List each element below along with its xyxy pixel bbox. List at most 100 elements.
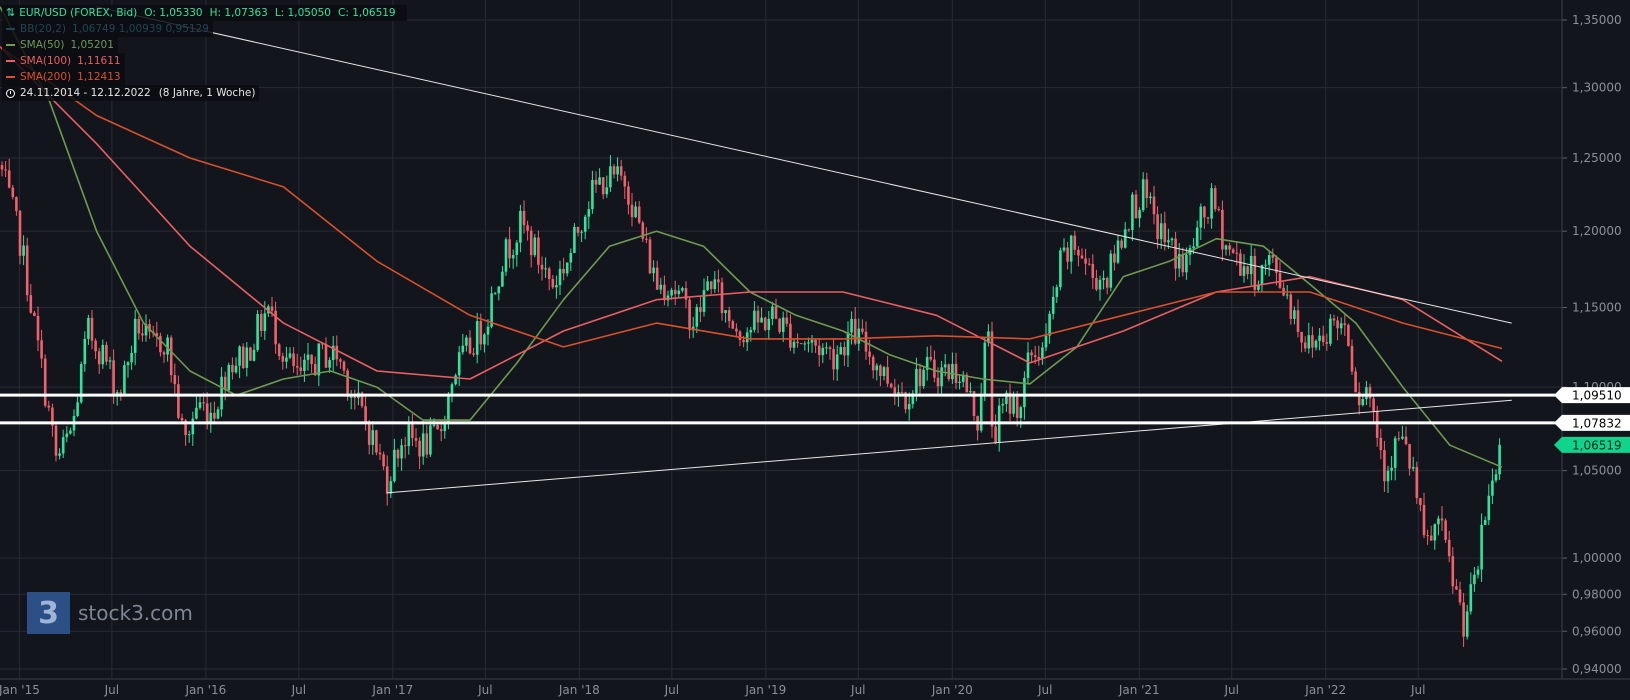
candle-body xyxy=(1426,535,1429,537)
candle-body xyxy=(943,364,947,368)
candle-body xyxy=(299,367,303,371)
candle-body xyxy=(1055,287,1059,297)
candle-body xyxy=(169,337,173,376)
candle-body xyxy=(1354,371,1357,393)
candle-body xyxy=(1271,255,1275,258)
candle-body xyxy=(659,284,663,290)
candle-body xyxy=(547,268,551,279)
candle-body xyxy=(342,361,346,371)
candle-body xyxy=(11,187,15,198)
candle-body xyxy=(238,346,241,366)
x-tick-label: Jan '16 xyxy=(184,683,226,697)
legend-sma200[interactable]: SMA(200) 1,12413 xyxy=(2,69,125,85)
candle-body xyxy=(1469,584,1473,612)
candle-body xyxy=(504,239,508,272)
candle-body xyxy=(335,345,339,360)
candle-body xyxy=(1069,235,1073,262)
candle-body xyxy=(40,340,43,359)
sma50-value: 1,05201 xyxy=(70,39,114,51)
candle-body xyxy=(1041,347,1044,360)
candle-body xyxy=(432,424,436,426)
candle-body xyxy=(1289,294,1293,319)
candle-body xyxy=(184,420,187,436)
candle-body xyxy=(1462,602,1465,637)
candle-body xyxy=(724,310,727,314)
candle-body xyxy=(1152,196,1156,215)
candle-body xyxy=(1498,444,1501,475)
candle-body xyxy=(907,404,911,410)
candle-body xyxy=(1231,249,1235,253)
candle-body xyxy=(1393,438,1397,468)
candle-body xyxy=(713,279,717,289)
candle-body xyxy=(195,407,198,419)
candle-body xyxy=(972,391,976,417)
x-tick-label: Jan '17 xyxy=(371,683,413,697)
candle-body xyxy=(1242,266,1246,276)
candle-body xyxy=(285,357,288,362)
candle-body xyxy=(565,262,569,274)
candle-body xyxy=(234,365,238,373)
y-tick-label: 0,96000 xyxy=(1572,624,1622,638)
candle-body xyxy=(616,166,619,175)
candle-body xyxy=(969,391,972,393)
candle-body xyxy=(119,392,123,396)
candle-body xyxy=(1318,335,1321,341)
candle-body xyxy=(213,412,216,419)
candle-body xyxy=(1149,196,1152,199)
legend-sma50[interactable]: SMA(50) 1,05201 xyxy=(2,37,118,53)
candle-body xyxy=(191,418,195,435)
x-tick-label: Jul xyxy=(477,683,492,697)
candle-body xyxy=(1195,227,1199,247)
candle-body xyxy=(1368,387,1372,399)
candle-body xyxy=(882,367,886,377)
close-value: C: 1,06519 xyxy=(337,7,396,19)
candle-body xyxy=(1357,392,1361,406)
legend-bb[interactable]: BB(20,2) 1,06749 1,00939 0,95129 xyxy=(2,21,213,37)
candle-body xyxy=(947,364,951,380)
candle-body xyxy=(1329,318,1332,344)
candle-body xyxy=(526,225,529,231)
candle-body xyxy=(1433,524,1437,541)
candle-body xyxy=(65,433,69,438)
candle-body xyxy=(1257,284,1260,290)
candle-body xyxy=(1422,504,1426,536)
candle-body xyxy=(126,362,130,366)
candle-body xyxy=(1275,257,1278,273)
clock-icon xyxy=(6,88,15,98)
candle-body xyxy=(1444,520,1447,540)
candle-body xyxy=(187,434,191,436)
date-range[interactable]: 24.11.2014 - 12.12.2022 (8 Jahre, 1 Woch… xyxy=(2,85,260,101)
candle-body xyxy=(1476,569,1480,575)
candle-body xyxy=(889,383,893,388)
y-tick-label: 1,05000 xyxy=(1572,464,1622,478)
candle-body xyxy=(886,367,889,384)
x-tick-label: Jul xyxy=(664,683,679,697)
x-tick-label: Jul xyxy=(1224,683,1239,697)
candle-body xyxy=(1487,495,1491,521)
candle-body xyxy=(18,210,22,256)
candle-body xyxy=(1015,396,1019,418)
candle-body xyxy=(1447,539,1451,557)
candle-body xyxy=(461,345,465,353)
candle-body xyxy=(1465,611,1469,637)
candle-body xyxy=(303,359,306,371)
candle-body xyxy=(1170,238,1174,241)
candle-body xyxy=(1001,404,1005,406)
candle-body xyxy=(601,177,605,195)
candle-body xyxy=(515,242,519,255)
instrument-name[interactable]: EUR/USD (FOREX, Bid) xyxy=(19,7,138,19)
candle-body xyxy=(216,409,220,419)
stock3-logo: 3 stock3.com xyxy=(27,592,193,634)
candle-body xyxy=(990,331,994,427)
x-tick-label: Jan '20 xyxy=(931,683,973,697)
candle-body xyxy=(533,237,537,256)
candle-body xyxy=(1012,396,1015,414)
candle-body xyxy=(112,360,115,396)
candle-body xyxy=(666,295,670,301)
resistance-trend-line xyxy=(96,6,1512,324)
candle-body xyxy=(1300,331,1303,343)
x-tick-label: Jan '18 xyxy=(558,683,600,697)
legend-sma100[interactable]: SMA(100) 1,11611 xyxy=(2,53,125,69)
candle-body xyxy=(15,197,18,211)
